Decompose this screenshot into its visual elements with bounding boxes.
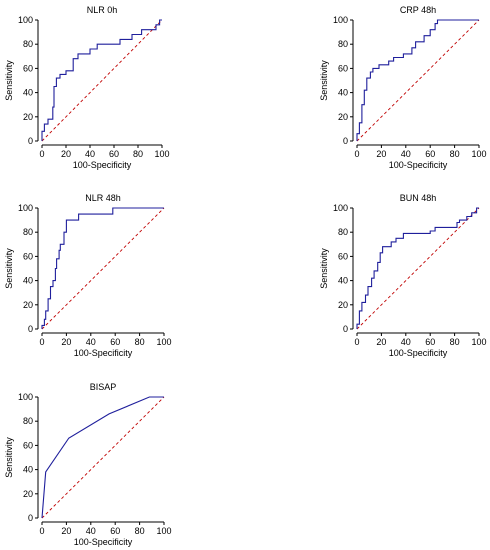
x-tick-label: 20 <box>376 149 386 159</box>
x-tick-label: 0 <box>39 526 44 536</box>
panel-title: NLR 48h <box>85 193 121 203</box>
y-tick-label: 60 <box>338 251 348 261</box>
x-tick-label: 100 <box>156 337 171 347</box>
x-tick-label: 80 <box>135 337 145 347</box>
roc-panel: NLR 0h 0 20 40 60 80 100 0 20 40 60 80 100 100-Specif… <box>4 5 170 170</box>
y-tick-label: 40 <box>338 88 348 98</box>
x-tick-label: 60 <box>110 526 120 536</box>
y-tick-label: 100 <box>333 15 348 25</box>
x-tick-label: 100 <box>471 337 486 347</box>
x-tick-label: 60 <box>110 337 120 347</box>
x-tick-label: 40 <box>86 337 96 347</box>
y-tick-label: 60 <box>338 63 348 73</box>
x-tick-label: 0 <box>39 337 44 347</box>
y-tick-label: 60 <box>23 251 33 261</box>
y-tick-label: 100 <box>18 392 33 402</box>
roc-curve-line <box>356 19 479 141</box>
y-tick-label: 0 <box>28 136 33 146</box>
x-tick-label: 100 <box>156 526 171 536</box>
x-tick-label: 20 <box>376 337 386 347</box>
roc-panel: CRP 48h 0 20 40 60 80 100 0 20 40 60 80 100 100-Speci… <box>319 5 487 170</box>
x-tick-label: 0 <box>354 337 359 347</box>
reference-diagonal-line <box>41 396 165 519</box>
x-axis-title: 100-Specificity <box>74 348 133 358</box>
x-tick-label: 20 <box>61 526 71 536</box>
y-axis-title: Sensitivity <box>4 60 14 101</box>
x-tick-label: 60 <box>425 337 435 347</box>
y-tick-label: 100 <box>18 15 33 25</box>
y-tick-label: 0 <box>28 513 33 523</box>
y-axis-title: Sensitivity <box>319 60 329 101</box>
y-tick-label: 60 <box>23 440 33 450</box>
y-tick-label: 80 <box>23 227 33 237</box>
panel-title: NLR 0h <box>87 5 118 15</box>
roc-curve-line <box>356 207 479 329</box>
y-axis-title: Sensitivity <box>4 437 14 478</box>
reference-diagonal-line <box>41 19 163 142</box>
y-tick-label: 0 <box>28 324 33 334</box>
y-tick-label: 20 <box>338 300 348 310</box>
y-tick-label: 80 <box>23 416 33 426</box>
roc-panel: BUN 48h 0 20 40 60 80 100 0 20 40 60 80 100 100-Speci… <box>319 193 487 358</box>
y-tick-label: 40 <box>23 88 33 98</box>
x-axis-title: 100-Specificity <box>389 348 448 358</box>
roc-curve-line <box>41 19 162 141</box>
x-tick-label: 60 <box>109 149 119 159</box>
y-tick-label: 40 <box>23 465 33 475</box>
panel-title: BUN 48h <box>400 193 437 203</box>
x-tick-label: 40 <box>86 526 96 536</box>
y-tick-label: 0 <box>343 324 348 334</box>
y-tick-label: 40 <box>338 276 348 286</box>
panel-title: BISAP <box>90 382 117 392</box>
reference-diagonal-line <box>356 19 480 142</box>
y-tick-label: 0 <box>343 136 348 146</box>
x-axis-title: 100-Specificity <box>389 160 448 170</box>
y-tick-label: 100 <box>333 203 348 213</box>
x-axis-title: 100-Specificity <box>73 160 132 170</box>
y-tick-label: 20 <box>23 112 33 122</box>
x-tick-label: 80 <box>450 337 460 347</box>
y-axis-title: Sensitivity <box>4 248 14 289</box>
x-tick-label: 20 <box>61 337 71 347</box>
roc-panel: NLR 48h 0 20 40 60 80 100 0 20 40 60 80 100 100-Speci… <box>4 193 172 358</box>
reference-diagonal-line <box>41 207 165 330</box>
y-tick-label: 80 <box>338 227 348 237</box>
x-tick-label: 80 <box>133 149 143 159</box>
x-tick-label: 60 <box>425 149 435 159</box>
x-axis-title: 100-Specificity <box>74 537 133 547</box>
y-tick-label: 80 <box>23 39 33 49</box>
y-tick-label: 100 <box>18 203 33 213</box>
y-tick-label: 80 <box>338 39 348 49</box>
x-tick-label: 0 <box>354 149 359 159</box>
x-tick-label: 80 <box>135 526 145 536</box>
roc-curve-line <box>41 396 164 519</box>
x-tick-label: 40 <box>401 149 411 159</box>
y-tick-label: 20 <box>338 112 348 122</box>
x-tick-label: 40 <box>401 337 411 347</box>
y-tick-label: 20 <box>23 300 33 310</box>
x-tick-label: 0 <box>39 149 44 159</box>
x-tick-label: 100 <box>154 149 169 159</box>
y-axis-title: Sensitivity <box>319 248 329 289</box>
x-tick-label: 100 <box>471 149 486 159</box>
x-tick-label: 20 <box>61 149 71 159</box>
y-tick-label: 20 <box>23 489 33 499</box>
reference-diagonal-line <box>356 207 480 330</box>
x-tick-label: 80 <box>450 149 460 159</box>
roc-panel: BISAP 0 20 40 60 80 100 0 20 40 60 80 100 100-Specifi… <box>4 382 172 547</box>
panel-title: CRP 48h <box>400 5 436 15</box>
y-tick-label: 60 <box>23 63 33 73</box>
y-tick-label: 40 <box>23 276 33 286</box>
roc-curve-line <box>41 207 164 329</box>
x-tick-label: 40 <box>85 149 95 159</box>
